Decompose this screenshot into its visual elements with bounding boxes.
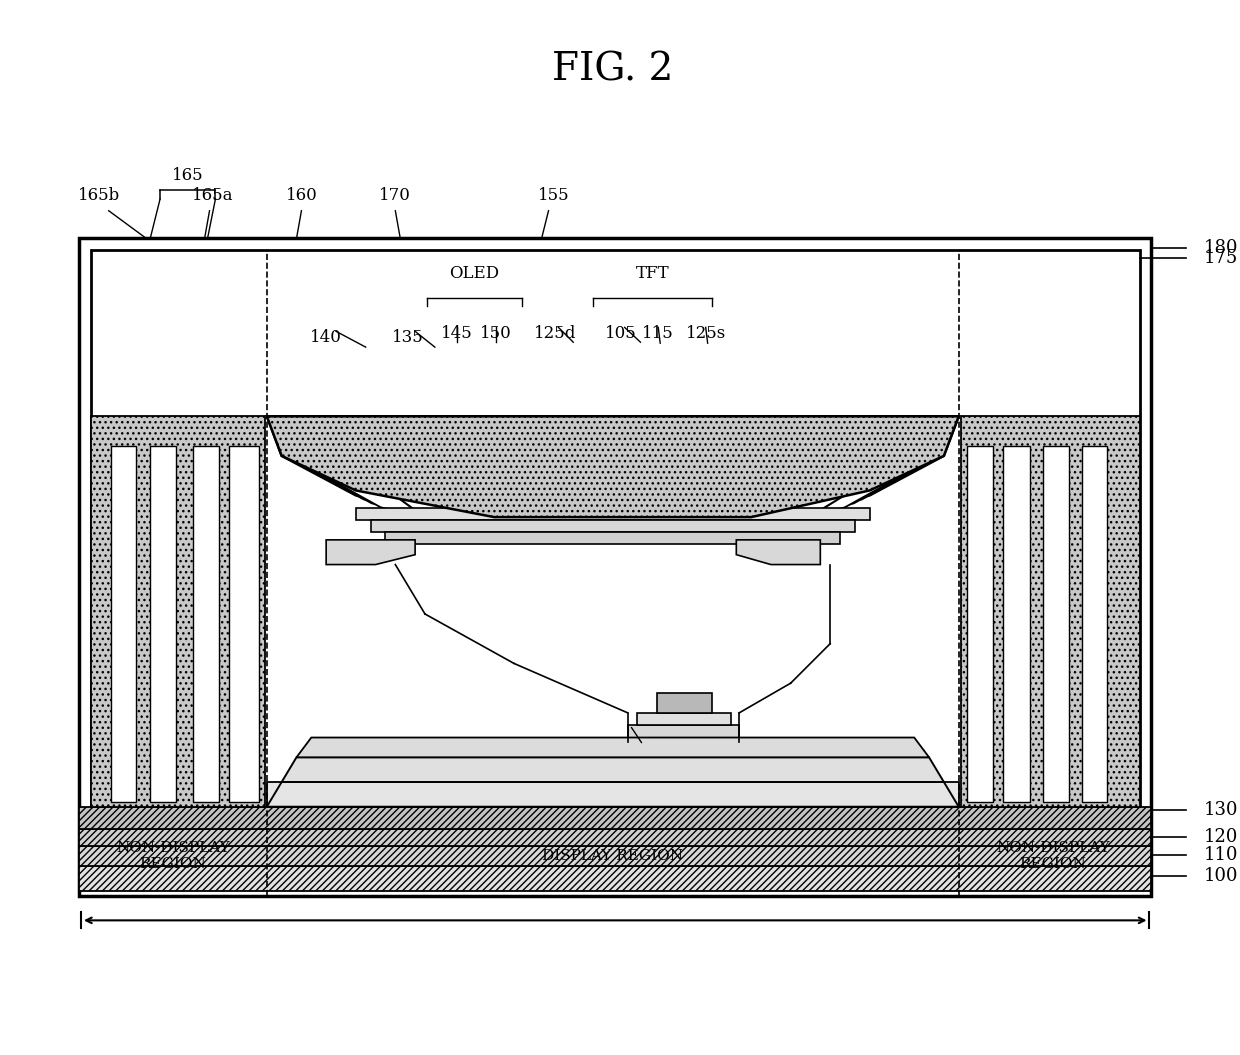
Bar (79, 829, 1152, 846)
Bar (150, 446, 176, 802)
Polygon shape (267, 417, 959, 525)
Text: 165b: 165b (78, 187, 120, 204)
Text: TFT: TFT (635, 266, 670, 283)
Text: 115: 115 (642, 325, 675, 343)
Text: DISPLAY REGION: DISPLAY REGION (542, 849, 683, 863)
Text: 170: 170 (379, 187, 412, 204)
Text: OLED: OLED (449, 266, 500, 283)
Text: 160: 160 (285, 187, 317, 204)
Bar (1003, 446, 1030, 802)
Polygon shape (326, 540, 415, 564)
Bar (1043, 446, 1069, 802)
Text: 165: 165 (172, 167, 203, 184)
Text: 145: 145 (440, 325, 472, 343)
Text: 110: 110 (1204, 846, 1239, 864)
Bar (376, 787, 583, 807)
Text: NON-DISPLAY
REGION: NON-DISPLAY REGION (117, 841, 229, 871)
Bar (386, 532, 839, 543)
Polygon shape (293, 422, 932, 537)
Polygon shape (267, 417, 959, 517)
Bar (627, 743, 655, 807)
Text: 100: 100 (1204, 867, 1239, 885)
Text: 180: 180 (1204, 239, 1239, 257)
Text: 150: 150 (480, 325, 512, 343)
Bar (79, 846, 1152, 866)
Bar (79, 866, 1152, 890)
Bar (110, 446, 136, 802)
Bar (79, 238, 1152, 896)
Text: 175: 175 (1204, 249, 1238, 267)
Polygon shape (283, 420, 942, 533)
Bar (79, 807, 1152, 829)
Bar (1083, 446, 1107, 802)
Text: 120: 120 (1204, 828, 1239, 846)
Bar (267, 782, 959, 807)
Polygon shape (275, 418, 951, 529)
Bar (356, 509, 869, 520)
Text: 130: 130 (1204, 801, 1239, 819)
Text: 155: 155 (538, 187, 569, 204)
Text: 125d: 125d (534, 325, 577, 343)
Bar (657, 693, 712, 713)
Text: 140: 140 (310, 329, 342, 346)
Bar (627, 725, 739, 743)
Bar (967, 446, 993, 802)
Polygon shape (281, 757, 944, 782)
Polygon shape (326, 424, 899, 540)
Polygon shape (267, 782, 959, 807)
Text: 125s: 125s (686, 325, 725, 343)
Bar (961, 417, 1140, 807)
Text: NON-DISPLAY
REGION: NON-DISPLAY REGION (996, 841, 1110, 871)
Bar (91, 250, 1140, 886)
Text: FIG. 2: FIG. 2 (552, 52, 673, 89)
Bar (91, 417, 265, 807)
Text: 165a: 165a (192, 187, 233, 204)
Bar (712, 743, 739, 807)
Bar (229, 446, 259, 802)
Bar (371, 520, 854, 532)
Text: 105: 105 (605, 325, 636, 343)
Bar (637, 713, 732, 725)
Text: 135: 135 (392, 329, 424, 346)
Bar (192, 446, 219, 802)
Polygon shape (296, 737, 929, 757)
Polygon shape (737, 540, 821, 564)
